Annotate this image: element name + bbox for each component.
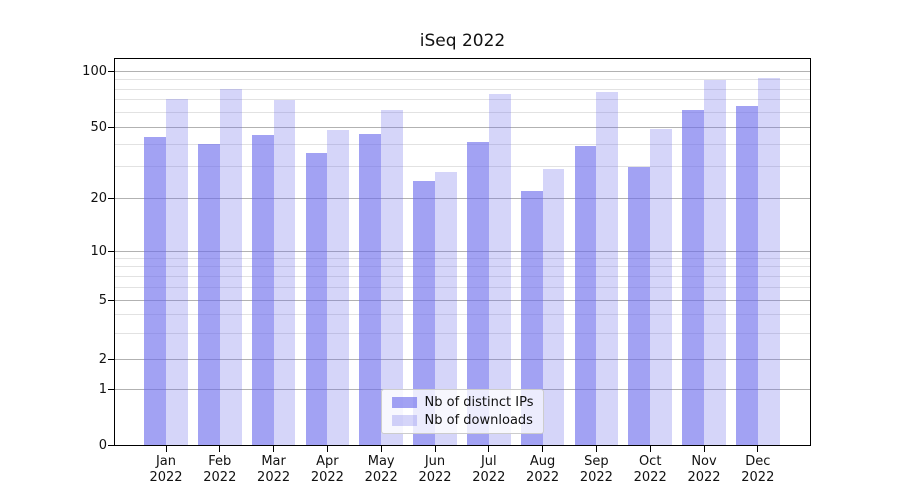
- bar-nb-of-distinct-ips-sep-2022: [574, 146, 597, 445]
- minor-gridline-70: [115, 99, 810, 101]
- bar-nb-of-downloads-dec-2022: [757, 77, 780, 445]
- x-tick-jun-2022: [434, 446, 436, 452]
- x-tick-label-may-2022: May 2022: [364, 454, 398, 485]
- minor-gridline-3: [115, 332, 810, 334]
- x-tick-label-apr-2022: Apr 2022: [310, 454, 344, 485]
- chart-title: iSeq 2022: [419, 31, 506, 51]
- legend-item-downloads: Nb of downloads: [391, 413, 534, 428]
- bar-nb-of-distinct-ips-dec-2022: [736, 105, 758, 445]
- x-tick-mar-2022: [273, 446, 275, 452]
- bar-nb-of-downloads-jun-2022: [435, 172, 457, 445]
- major-gridline-5: [115, 299, 810, 301]
- x-tick-may-2022: [380, 446, 382, 452]
- legend-item-distinct-ips: Nb of distinct IPs: [391, 395, 534, 410]
- x-tick-sep-2022: [595, 446, 597, 452]
- bar-nb-of-downloads-apr-2022: [327, 130, 350, 445]
- bar-nb-of-downloads-mar-2022: [273, 99, 296, 445]
- bar-nb-of-downloads-sep-2022: [596, 92, 619, 445]
- x-tick-label-jul-2022: Jul 2022: [472, 454, 506, 485]
- bar-nb-of-distinct-ips-aug-2022: [520, 190, 543, 445]
- bar-nb-of-downloads-oct-2022: [650, 128, 672, 445]
- bar-nb-of-downloads-nov-2022: [704, 79, 726, 445]
- x-tick-nov-2022: [703, 446, 705, 452]
- minor-gridline-4: [115, 313, 810, 315]
- legend-label-downloads: Nb of downloads: [424, 413, 533, 428]
- minor-gridline-60: [115, 111, 810, 113]
- y-tick-50: [108, 126, 115, 128]
- x-tick-dec-2022: [757, 446, 759, 452]
- x-tick-oct-2022: [649, 446, 651, 452]
- y-tick-5: [108, 299, 115, 301]
- y-tick-label-20: 20: [90, 190, 107, 206]
- y-tick-label-5: 5: [98, 292, 107, 308]
- minor-gridline-90: [115, 79, 810, 80]
- y-tick-label-50: 50: [90, 119, 107, 135]
- x-tick-label-aug-2022: Aug 2022: [526, 454, 560, 485]
- y-tick-20: [108, 197, 115, 199]
- major-gridline-2: [115, 359, 810, 360]
- bar-nb-of-distinct-ips-jan-2022: [144, 136, 166, 445]
- bar-nb-of-distinct-ips-apr-2022: [305, 152, 328, 445]
- bar-nb-of-downloads-aug-2022: [542, 169, 565, 445]
- bar-nb-of-distinct-ips-nov-2022: [682, 109, 704, 445]
- bar-nb-of-distinct-ips-oct-2022: [628, 166, 651, 445]
- bar-nb-of-downloads-feb-2022: [219, 89, 242, 445]
- minor-gridline-6: [115, 286, 810, 288]
- bar-nb-of-downloads-may-2022: [381, 109, 403, 445]
- minor-gridline-8: [115, 266, 810, 268]
- y-tick-0: [108, 444, 115, 446]
- legend-swatch-distinct-ips-icon: [391, 397, 417, 408]
- x-tick-label-mar-2022: Mar 2022: [257, 454, 291, 485]
- legend: Nb of distinct IPs Nb of downloads: [380, 389, 545, 434]
- bar-nb-of-distinct-ips-feb-2022: [198, 144, 220, 445]
- bar-nb-of-downloads-jul-2022: [488, 94, 511, 445]
- x-tick-label-oct-2022: Oct 2022: [633, 454, 667, 485]
- major-gridline-20: [115, 197, 810, 199]
- bar-nb-of-distinct-ips-may-2022: [359, 133, 382, 445]
- y-tick-10: [108, 250, 115, 252]
- y-tick-label-0: 0: [98, 437, 107, 453]
- x-tick-feb-2022: [219, 446, 221, 452]
- x-tick-label-nov-2022: Nov 2022: [687, 454, 721, 485]
- major-gridline-100: [115, 70, 810, 72]
- y-tick-2: [108, 359, 115, 360]
- x-tick-label-sep-2022: Sep 2022: [579, 454, 613, 485]
- x-tick-label-dec-2022: Dec 2022: [741, 454, 775, 485]
- y-tick-label-1: 1: [98, 381, 107, 397]
- major-gridline-50: [115, 126, 810, 128]
- x-tick-aug-2022: [542, 446, 544, 452]
- y-tick-1: [108, 388, 115, 390]
- x-tick-label-jun-2022: Jun 2022: [418, 454, 452, 485]
- y-tick-label-10: 10: [90, 243, 107, 259]
- legend-label-distinct-ips: Nb of distinct IPs: [424, 395, 534, 410]
- y-tick-label-100: 100: [82, 63, 107, 79]
- bar-nb-of-downloads-jan-2022: [166, 98, 188, 445]
- y-tick-label-2: 2: [98, 352, 107, 367]
- minor-gridline-9: [115, 257, 810, 259]
- bar-nb-of-distinct-ips-jun-2022: [413, 180, 435, 445]
- minor-gridline-80: [115, 88, 810, 90]
- x-tick-jan-2022: [165, 446, 167, 452]
- minor-gridline-40: [115, 143, 810, 145]
- major-gridline-10: [115, 250, 810, 252]
- x-tick-label-feb-2022: Feb 2022: [203, 454, 237, 485]
- plot-area: Nb of distinct IPs Nb of downloads: [114, 58, 811, 446]
- bar-nb-of-distinct-ips-mar-2022: [251, 135, 274, 445]
- bar-nb-of-distinct-ips-jul-2022: [467, 142, 489, 445]
- legend-swatch-downloads-icon: [391, 415, 417, 426]
- minor-gridline-7: [115, 275, 810, 277]
- y-tick-100: [108, 70, 115, 72]
- x-tick-apr-2022: [326, 446, 328, 452]
- minor-gridline-30: [115, 166, 810, 168]
- x-tick-jul-2022: [488, 446, 490, 452]
- x-tick-label-jan-2022: Jan 2022: [149, 454, 183, 485]
